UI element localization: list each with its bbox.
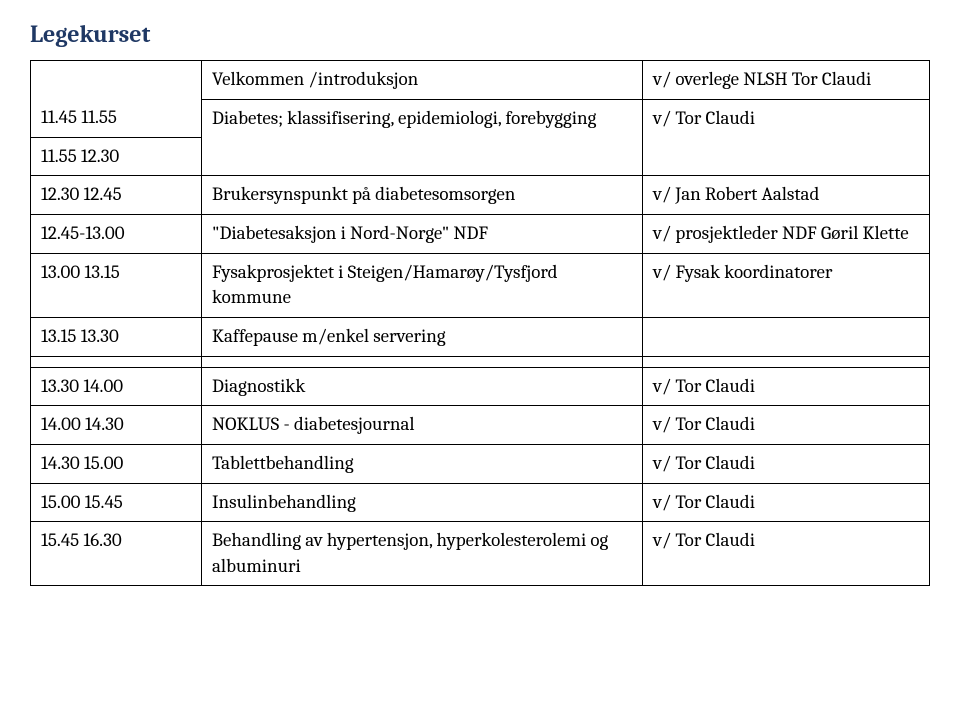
cell-time: 13.00 13.15 [31,253,202,317]
cell-speaker: v/ Tor Claudi [643,367,930,406]
cell-time [31,61,202,100]
cell-speaker: v/ Tor Claudi [643,483,930,522]
cell-topic: NOKLUS - diabetesjournal [202,406,643,445]
table-row: 13.00 13.15 Fysakprosjektet i Steigen/Ha… [31,253,930,317]
table-row: 14.30 15.00 Tablettbehandling v/ Tor Cla… [31,444,930,483]
cell-speaker: v/ Jan Robert Aalstad [643,176,930,215]
cell-topic: Fysakprosjektet i Steigen/Hamarøy/Tysfjo… [202,253,643,317]
cell-time: 14.30 15.00 [31,444,202,483]
cell-speaker [643,317,930,356]
cell-time: 12.45-13.00 [31,215,202,254]
cell-topic: Diabetes; klassifisering, epidemiologi, … [202,99,643,176]
cell-time: 12.30 12.45 [31,176,202,215]
cell-topic: Insulinbehandling [202,483,643,522]
table-row: 12.45-13.00 "Diabetesaksjon i Nord-Norge… [31,215,930,254]
cell-speaker: v/ Tor Claudi [643,99,930,176]
cell-speaker: v/ Tor Claudi [643,522,930,586]
cell-time: 13.15 13.30 [31,317,202,356]
cell-speaker: v/ Tor Claudi [643,406,930,445]
cell-topic: Brukersynspunkt på diabetesomsorgen [202,176,643,215]
table-row: 14.00 14.30 NOKLUS - diabetesjournal v/ … [31,406,930,445]
cell-topic: "Diabetesaksjon i Nord-Norge" NDF [202,215,643,254]
table-row: 11.45 11.55 Diabetes; klassifisering, ep… [31,99,930,137]
cell-topic: Tablettbehandling [202,444,643,483]
page-title: Legekurset [30,20,930,48]
cell-speaker: v/ Fysak koordinatorer [643,253,930,317]
cell-topic: Velkommen /introduksjon [202,61,643,100]
cell-topic: Diagnostikk [202,367,643,406]
cell-time: 14.00 14.30 [31,406,202,445]
schedule-table: Velkommen /introduksjon v/ overlege NLSH… [30,60,930,586]
cell-topic: Kaffepause m/enkel servering [202,317,643,356]
cell-topic: Behandling av hypertensjon, hyperkoleste… [202,522,643,586]
table-row: 13.30 14.00 Diagnostikk v/ Tor Claudi [31,367,930,406]
cell-speaker: v/ overlege NLSH Tor Claudi [643,61,930,100]
cell-time: 13.30 14.00 [31,367,202,406]
table-spacer [31,356,930,367]
cell-speaker: v/ Tor Claudi [643,444,930,483]
cell-time: 11.45 11.55 [31,99,202,137]
table-row: 12.30 12.45 Brukersynspunkt på diabeteso… [31,176,930,215]
table-row: 13.15 13.30 Kaffepause m/enkel servering [31,317,930,356]
cell-speaker: v/ prosjektleder NDF Gøril Klette [643,215,930,254]
cell-time: 11.55 12.30 [31,137,202,176]
table-row: 15.00 15.45 Insulinbehandling v/ Tor Cla… [31,483,930,522]
table-row: Velkommen /introduksjon v/ overlege NLSH… [31,61,930,100]
cell-time: 15.45 16.30 [31,522,202,586]
table-row: 15.45 16.30 Behandling av hypertensjon, … [31,522,930,586]
cell-time: 15.00 15.45 [31,483,202,522]
